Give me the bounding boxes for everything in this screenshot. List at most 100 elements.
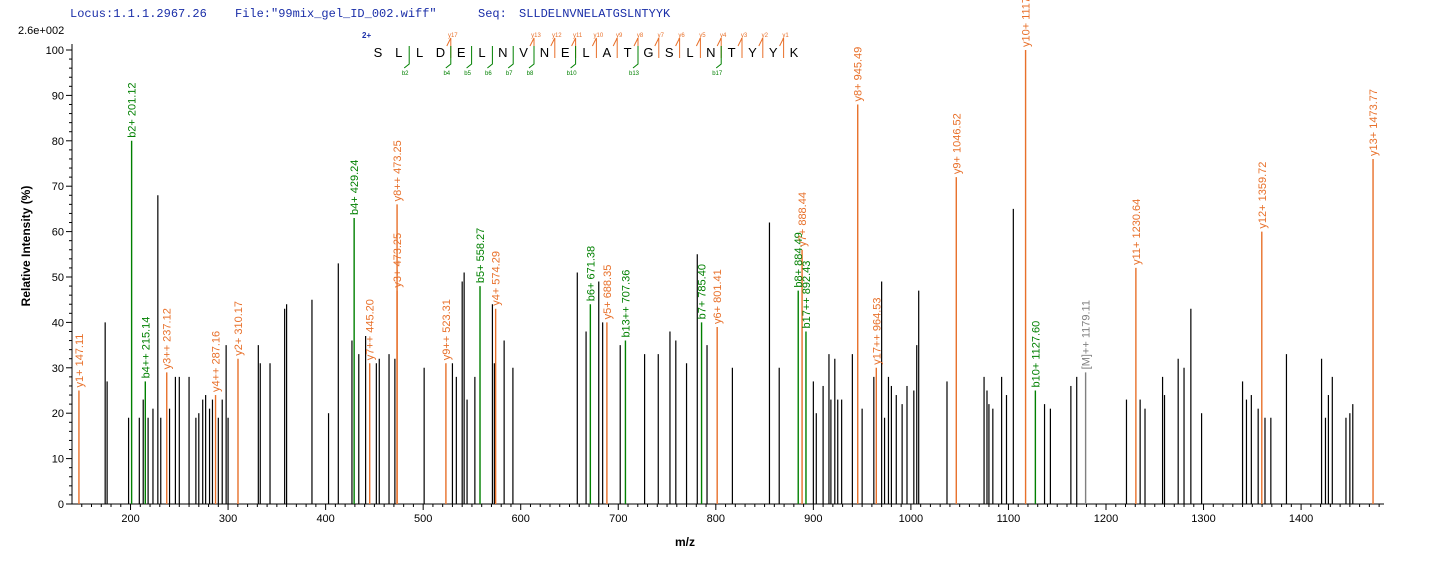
y-fragment-label: y13 — [531, 33, 541, 39]
sequence-residue: L — [416, 45, 423, 60]
sequence-residue: D — [436, 45, 445, 60]
peak-label: y3++ 237.12 — [162, 308, 174, 369]
seq-label: Seq: — [478, 7, 507, 21]
b-fragment-label: b8 — [527, 71, 534, 77]
y-fragment-label: y3 — [741, 33, 748, 39]
peak-label: [M]++ 1179.11 — [1081, 300, 1093, 369]
sequence-residue: S — [665, 45, 674, 60]
y-fragment-label: y7 — [658, 33, 665, 39]
y-tick-label: 90 — [52, 90, 64, 102]
x-tick-label: 400 — [316, 513, 334, 525]
locus-text: Locus:1.1.1.2967.26 — [70, 7, 207, 21]
peak-label: b7+ 785.40 — [697, 264, 709, 319]
y-tick-label: 0 — [58, 499, 64, 511]
peak-label: y9+ 1046.52 — [951, 113, 963, 174]
peak-label: y2+ 310.17 — [233, 301, 245, 356]
x-tick-label: 800 — [707, 513, 725, 525]
y-fragment-marker — [654, 37, 660, 58]
x-tick-label: 1300 — [1191, 513, 1215, 525]
x-tick-label: 200 — [121, 513, 139, 525]
peak-annotations: y1+ 147.11 b2+ 201.12 b4++ 215.14 y3++ 237.… — [74, 0, 1380, 392]
b-fragment-marker — [487, 46, 493, 69]
b-fragment-label: b4 — [443, 71, 450, 77]
peak-label: y1+ 147.11 — [74, 334, 86, 388]
y-tick-label: 10 — [52, 454, 64, 466]
peak-label: b4+ 429.24 — [349, 160, 361, 215]
sequence-residue: L — [395, 45, 402, 60]
y-fragment-marker — [737, 37, 743, 58]
peak-label: b4++ 215.14 — [140, 317, 152, 379]
y-fragment-label: y11 — [573, 33, 583, 39]
sequence-residue: K — [790, 45, 799, 60]
x-tick-label: 900 — [804, 513, 822, 525]
y-fragment-marker — [779, 37, 785, 58]
x-tick-label: 1200 — [1094, 513, 1118, 525]
y-fragment-label: y2 — [762, 33, 769, 39]
y-fragment-label: y17 — [448, 33, 458, 39]
x-tick-label: 1100 — [997, 513, 1021, 525]
sequence-residue: S — [374, 45, 383, 60]
b-fragment-label: b5 — [464, 71, 471, 77]
y-tick-label: 20 — [52, 408, 64, 420]
y-fragment-marker — [675, 37, 681, 58]
y-axis-title: Relative Intensity (%) — [19, 186, 33, 307]
b-fragment-label: b13 — [629, 71, 640, 77]
peak-label: y3+ 473.25 — [392, 233, 404, 288]
sequence-residue: V — [519, 45, 528, 60]
peak-label: y7++ 445.20 — [365, 299, 377, 360]
y-fragment-label: y10 — [594, 33, 604, 39]
y-fragment-marker — [529, 37, 535, 58]
sequence-residue: Y — [748, 45, 757, 60]
b-fragment-marker — [632, 46, 639, 69]
x-tick-label: 1400 — [1289, 513, 1313, 525]
peak-label: y4+ 574.29 — [491, 251, 503, 306]
b-fragment-marker — [507, 46, 514, 69]
peak-label: b10+ 1127.60 — [1030, 321, 1042, 388]
peak-label: y12+ 1359.72 — [1257, 162, 1269, 229]
axes: 200 300 400 500 600 700 800 900 1000 1100 1200 1300… — [46, 44, 1384, 525]
y-fragment-marker — [571, 37, 577, 58]
y-tick-label: 60 — [52, 227, 64, 239]
seq-value: SLLDELNVNELATGSLNTYYK — [519, 7, 671, 21]
y-fragment-marker — [758, 37, 764, 58]
y-fragment-label: y8 — [637, 33, 644, 39]
peak-label: y7+ 888.44 — [797, 192, 809, 247]
b-fragment-marker — [403, 46, 410, 69]
y-fragment-marker — [446, 37, 452, 58]
b-fragment-label: b6 — [485, 71, 492, 77]
peak-label: b17++ 892.43 — [801, 261, 813, 329]
b-fragment-label: b2 — [402, 71, 409, 77]
b-fragment-label: b17 — [712, 71, 723, 77]
peak-label: y13+ 1473.77 — [1368, 89, 1380, 156]
y-tick-label: 70 — [52, 181, 64, 193]
x-tick-label: 1000 — [899, 513, 923, 525]
y-fragment-marker — [633, 37, 639, 58]
y-fragment-label: y1 — [782, 33, 789, 39]
b-fragment-marker — [570, 46, 577, 69]
peak-label: y17++ 964.53 — [871, 298, 883, 365]
sequence-residue: Y — [769, 45, 778, 60]
sequence-residue: N — [706, 45, 715, 60]
y-tick-label: 80 — [52, 136, 64, 148]
peak-label: b13++ 707.36 — [620, 270, 632, 338]
x-tick-label: 600 — [512, 513, 530, 525]
b-fragment-label: b7 — [506, 71, 513, 77]
sequence-residue: T — [728, 45, 736, 60]
sequence-residue: L — [478, 45, 485, 60]
y-fragment-marker — [550, 37, 556, 58]
sequence-residue: G — [643, 45, 653, 60]
x-tick-label: 300 — [219, 513, 237, 525]
file-text: File:"99mix_gel_ID_002.wiff" — [235, 7, 437, 21]
sequence-residue: T — [624, 45, 632, 60]
sequence-residue: E — [457, 45, 466, 60]
y-fragment-label: y6 — [678, 33, 685, 39]
y-fragment-marker — [612, 37, 618, 58]
peak-label: y10+ 1117.57 — [1021, 0, 1033, 47]
peaks — [78, 50, 1374, 504]
peak-label: b2+ 201.12 — [127, 82, 139, 137]
y-fragment-label: y5 — [699, 33, 706, 39]
peak-label: b8+ 884.49 — [793, 232, 805, 287]
peak-label: b6+ 671.38 — [585, 246, 597, 301]
